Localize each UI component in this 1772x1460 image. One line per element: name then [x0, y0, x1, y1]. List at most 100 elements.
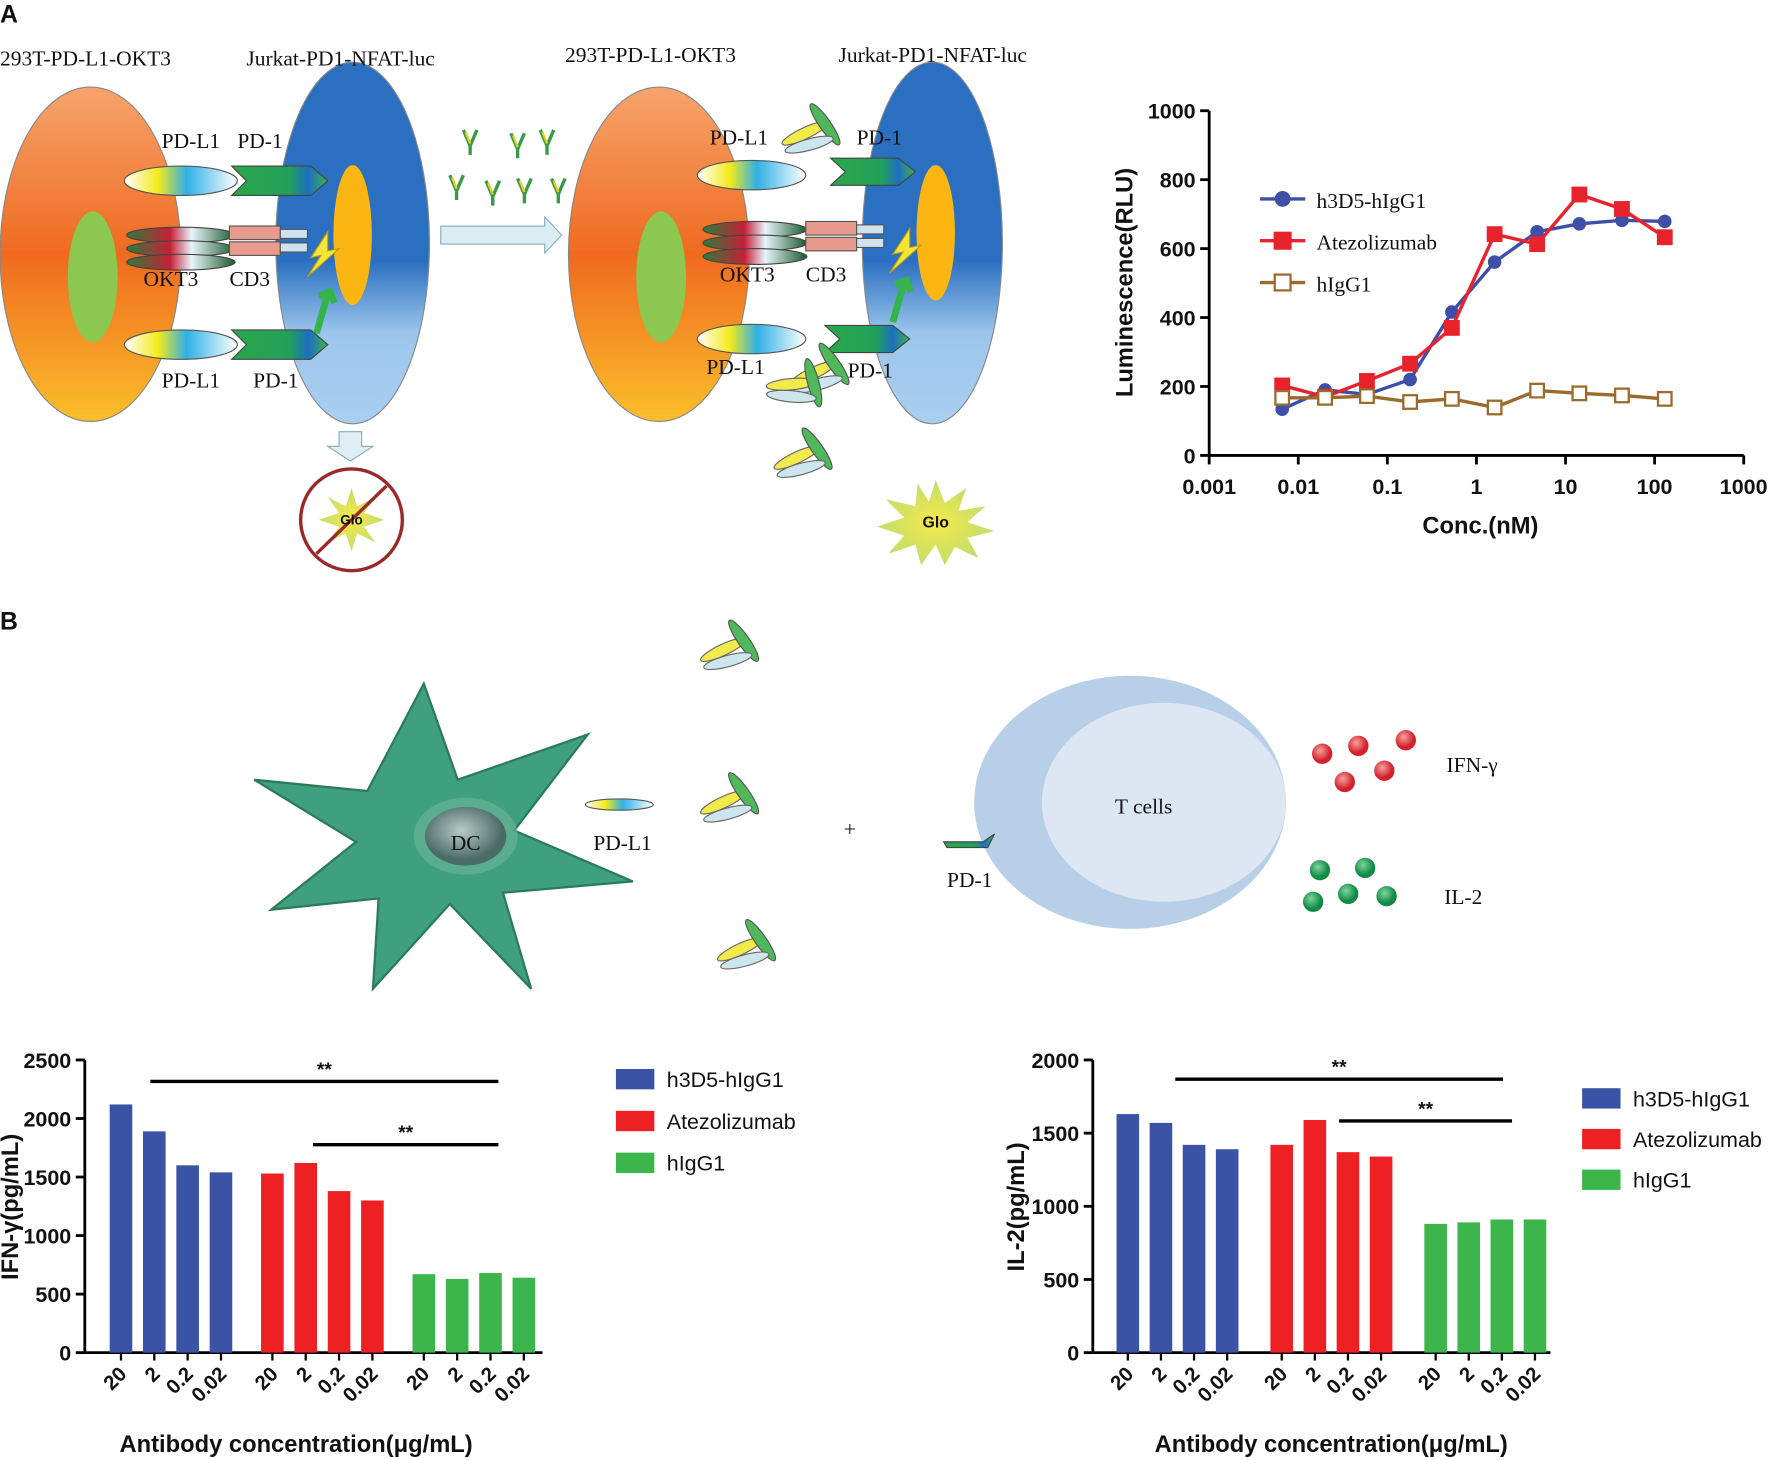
- cell-label: Jurkat-PD1-NFAT-luc: [839, 43, 1027, 67]
- signal: [888, 226, 923, 274]
- t-cell-nucleus: [1041, 702, 1287, 902]
- arrow: [440, 215, 563, 255]
- y-axis-label: IL-2(pg/mL): [1004, 1142, 1030, 1271]
- legend-label: h3D5-hIgG1: [667, 1068, 784, 1092]
- panel-label: A: [0, 1, 18, 29]
- y-tick-label: 600: [1160, 238, 1196, 262]
- x-tick-label: 20: [251, 1363, 283, 1395]
- marker: [1445, 305, 1459, 319]
- x-tick-label: 20: [1260, 1363, 1292, 1395]
- label: CD3: [806, 262, 847, 286]
- marker: [1403, 372, 1417, 387]
- ifn-particles: [1312, 730, 1416, 793]
- nucleus: [424, 806, 507, 866]
- bar: [1270, 1144, 1294, 1353]
- labels: A B 293T-PD-L1-OKT3 Jurkat-PD1-NFAT-luc …: [0, 1, 1498, 909]
- label: PD-1: [237, 129, 282, 153]
- il2-particles: [1302, 857, 1397, 912]
- label: CD3: [229, 267, 270, 291]
- panel-a-diagram: [0, 61, 1003, 573]
- y-tick-label: 1500: [23, 1166, 71, 1190]
- y-tick-label: 400: [1160, 306, 1196, 330]
- bar: [1303, 1119, 1327, 1353]
- label: PD-L1: [706, 355, 764, 379]
- label: PD-1: [857, 126, 902, 150]
- label: IL-2: [1444, 885, 1482, 909]
- y-tick-label: 500: [1043, 1268, 1079, 1292]
- legend-swatch: [615, 1069, 655, 1090]
- marker: [1529, 382, 1546, 399]
- x-tick-label: 20: [403, 1363, 435, 1395]
- panel-label: B: [0, 607, 18, 635]
- bar: [1215, 1149, 1239, 1353]
- pd-l1-receptor: [123, 165, 238, 197]
- label: OKT3: [720, 262, 775, 286]
- plus: +: [844, 817, 856, 841]
- marker: [1275, 402, 1289, 416]
- bar: [294, 1162, 318, 1353]
- x-tick-label: 20: [1414, 1363, 1446, 1395]
- series-line: [1282, 388, 1665, 410]
- y-tick-label: 2000: [1031, 1049, 1079, 1073]
- t-cell-label: T cells: [1115, 795, 1172, 819]
- marker: [1656, 229, 1673, 246]
- marker: [1486, 226, 1503, 243]
- x-tick-label: 0.02: [1194, 1363, 1238, 1407]
- y-axis-label: Luminescence(RLU): [1112, 168, 1138, 397]
- legend-swatch: [1582, 1128, 1621, 1150]
- legend-label: Atezolizumab: [1633, 1128, 1762, 1152]
- bar: [1116, 1114, 1140, 1353]
- significance-label: **: [1418, 1099, 1433, 1120]
- signal: [306, 229, 341, 278]
- label: IFN-γ: [1446, 753, 1497, 777]
- legend-label: hIgG1: [667, 1152, 725, 1176]
- y-tick-label: 2000: [23, 1107, 71, 1131]
- bar: [361, 1200, 384, 1353]
- x-tick-label: 100: [1637, 475, 1673, 499]
- y-tick-label: 0: [59, 1342, 71, 1366]
- x-tick-label: 20: [100, 1363, 132, 1395]
- legend-label: hIgG1: [1317, 273, 1372, 297]
- pd-1-receptor: [230, 329, 329, 360]
- okt3: [702, 220, 808, 265]
- pd-l1-receptor: [123, 329, 238, 360]
- bar: [143, 1131, 166, 1353]
- cell-label: Jurkat-PD1-NFAT-luc: [246, 47, 434, 71]
- nucleus: [333, 164, 372, 306]
- bar: [1369, 1156, 1393, 1353]
- bar: [1424, 1223, 1447, 1353]
- legend-marker: [1273, 231, 1292, 250]
- x-tick-label: 0.02: [188, 1363, 232, 1407]
- glo-label: Glo: [340, 512, 363, 527]
- x-tick-label: 0.1: [1372, 475, 1402, 499]
- x-tick-label: 1000: [1720, 475, 1768, 499]
- marker: [1443, 319, 1460, 336]
- x-tick-label: 0.02: [1348, 1363, 1392, 1407]
- bar: [1336, 1152, 1360, 1353]
- bar: [412, 1274, 436, 1353]
- cell-label: 293T-PD-L1-OKT3: [0, 47, 171, 71]
- pd-1-receptor: [823, 324, 911, 354]
- legend-swatch: [615, 1110, 655, 1132]
- pd-1-receptor: [230, 165, 329, 197]
- legend-label: Atezolizumab: [1317, 231, 1437, 255]
- x-tick-label: 0.01: [1277, 475, 1319, 499]
- marker: [1274, 389, 1291, 406]
- marker: [1402, 355, 1419, 372]
- x-tick-label: 20: [1107, 1363, 1139, 1395]
- marker: [1443, 390, 1460, 407]
- y-tick-label: 500: [35, 1283, 71, 1307]
- x-axis-label: Conc.(nM): [1422, 513, 1538, 539]
- label: PD-L1: [710, 126, 768, 150]
- legend-label: hIgG1: [1633, 1169, 1691, 1193]
- marker: [1615, 213, 1629, 228]
- y-tick-label: 1000: [1031, 1195, 1079, 1219]
- legend-marker: [1274, 190, 1291, 207]
- legend-swatch: [1582, 1169, 1621, 1190]
- legend-label: Atezolizumab: [667, 1110, 796, 1134]
- y-tick-label: 1000: [23, 1224, 71, 1248]
- marker: [1656, 390, 1673, 407]
- pd-1-receptor: [942, 833, 995, 849]
